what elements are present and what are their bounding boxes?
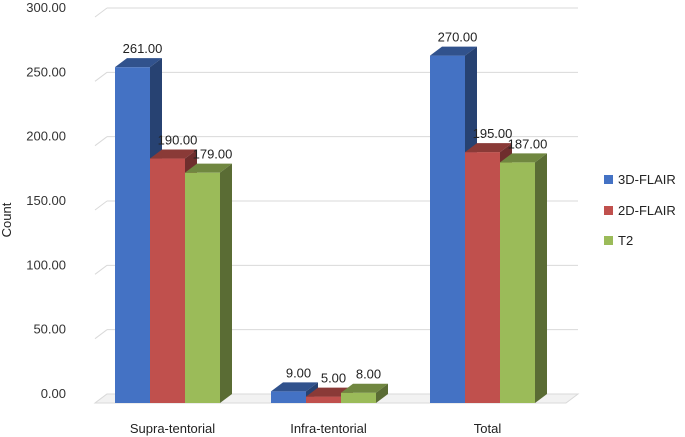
legend: 3D-FLAIR 2D-FLAIR T2 [604, 172, 676, 248]
bar-front [150, 158, 185, 403]
gridline-side [94, 264, 108, 275]
y-tick-label: 100.00 [26, 257, 66, 272]
y-tick-label: 250.00 [26, 64, 66, 79]
category-labels: Supra-tentorial Infra-tentorial Total [130, 421, 501, 436]
data-label: 195.00 [473, 126, 513, 141]
data-label: 8.00 [356, 367, 381, 382]
gridline-side [94, 7, 108, 18]
bar-t2-total [500, 153, 547, 403]
data-label: 270.00 [438, 30, 478, 45]
data-label: 187.00 [508, 136, 548, 151]
bar-front [306, 396, 341, 403]
legend-swatch [604, 175, 613, 184]
x-tick-label: Total [474, 421, 502, 436]
legend-label: 3D-FLAIR [618, 172, 676, 187]
legend-swatch [604, 206, 613, 215]
gridline-side [94, 329, 108, 340]
data-label: 179.00 [193, 147, 233, 162]
bar-front [341, 392, 376, 403]
bar-top [271, 382, 318, 392]
y-tick-label: 50.00 [33, 322, 66, 337]
bar-front [465, 152, 500, 403]
data-label: 261.00 [123, 41, 163, 56]
bar-top [115, 58, 162, 68]
bar-side [376, 383, 388, 403]
legend-label: T2 [618, 233, 633, 248]
bar-front [115, 67, 150, 404]
x-tick-label: Supra-tentorial [130, 421, 215, 436]
gridline-side [94, 200, 108, 211]
y-axis-title: Count [0, 202, 14, 237]
data-label: 9.00 [286, 365, 311, 380]
bar-top [500, 153, 547, 163]
bar-top [341, 383, 388, 393]
gridline-side [94, 71, 108, 82]
bar-front [500, 162, 535, 403]
bar-side [220, 163, 232, 403]
bar-front [271, 391, 306, 403]
y-tick-label: 200.00 [26, 129, 66, 144]
bar-t2-infra-tentorial [341, 383, 388, 403]
bar-top [150, 149, 197, 159]
legend-label: 2D-FLAIR [618, 203, 676, 218]
y-axis-ticks: 0.00 50.00 100.00 150.00 200.00 250.00 300.00 [26, 0, 66, 401]
y-tick-label: 0.00 [41, 386, 66, 401]
bar-top [430, 46, 477, 56]
x-tick-label: Infra-tentorial [290, 421, 367, 436]
gridline-side [94, 136, 108, 147]
legend-swatch [604, 236, 613, 245]
legend-item-t2: T2 [604, 233, 633, 248]
bar-side [535, 153, 547, 403]
data-label: 5.00 [321, 371, 346, 386]
y-tick-label: 300.00 [26, 0, 66, 15]
bars [115, 46, 547, 404]
legend-item-2d-flair: 2D-FLAIR [604, 203, 676, 218]
bar-front [430, 55, 465, 403]
legend-item-3d-flair: 3D-FLAIR [604, 172, 676, 187]
y-tick-label: 150.00 [26, 193, 66, 208]
bar-top [465, 143, 512, 153]
bar-t2-supra-tentorial [185, 163, 232, 403]
data-label: 190.00 [158, 133, 198, 148]
bar-top [185, 163, 232, 173]
bar-front [185, 172, 220, 403]
